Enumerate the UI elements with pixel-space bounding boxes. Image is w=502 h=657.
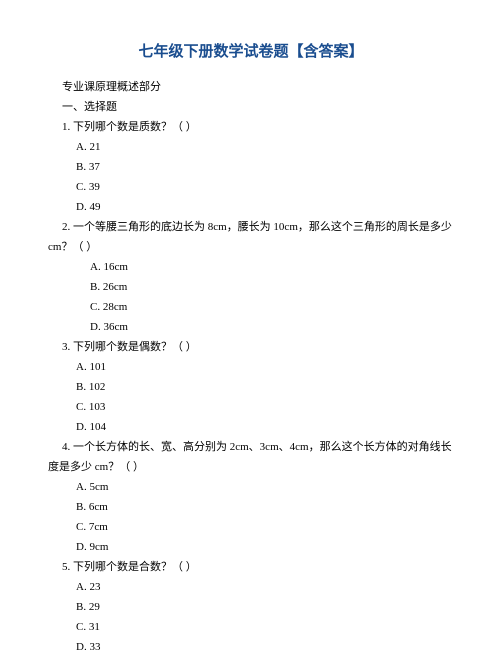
section-header: 一、选择题 — [48, 97, 454, 117]
question-stem: 2. 一个等腰三角形的底边长为 8cm，腰长为 10cm，那么这个三角形的周长是… — [48, 217, 454, 237]
option: B. 102 — [48, 377, 454, 397]
option: C. 28cm — [48, 297, 454, 317]
question-stem-cont: cm？（ ） — [48, 237, 454, 257]
option: A. 23 — [48, 577, 454, 597]
option: C. 39 — [48, 177, 454, 197]
option: D. 9cm — [48, 537, 454, 557]
option: B. 37 — [48, 157, 454, 177]
option: C. 103 — [48, 397, 454, 417]
option: A. 21 — [48, 137, 454, 157]
exam-title: 七年级下册数学试卷题【含答案】 — [48, 40, 454, 61]
option: D. 49 — [48, 197, 454, 217]
option: B. 26cm — [48, 277, 454, 297]
option: D. 104 — [48, 417, 454, 437]
option: C. 31 — [48, 617, 454, 637]
option: B. 6cm — [48, 497, 454, 517]
question-stem: 3. 下列哪个数是偶数？（ ） — [48, 337, 454, 357]
option: D. 36cm — [48, 317, 454, 337]
option: A. 5cm — [48, 477, 454, 497]
question-stem: 5. 下列哪个数是合数？（ ） — [48, 557, 454, 577]
option: D. 33 — [48, 637, 454, 657]
question-stem: 4. 一个长方体的长、宽、高分别为 2cm、3cm、4cm，那么这个长方体的对角… — [48, 437, 454, 457]
option: A. 101 — [48, 357, 454, 377]
option: C. 7cm — [48, 517, 454, 537]
subtitle: 专业课原理概述部分 — [48, 77, 454, 97]
question-stem: 1. 下列哪个数是质数？（ ） — [48, 117, 454, 137]
question-stem-cont: 度是多少 cm？（ ） — [48, 457, 454, 477]
option: B. 29 — [48, 597, 454, 617]
option: A. 16cm — [48, 257, 454, 277]
